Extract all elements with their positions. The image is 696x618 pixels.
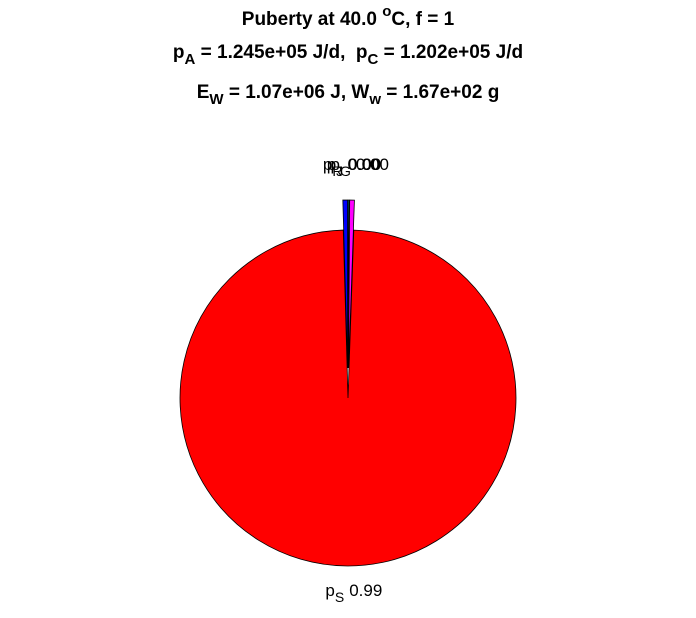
chart-title: pA = 1.245e+05 J/d, pC = 1.202e+05 J/d <box>173 42 523 68</box>
value-label: 0.00 <box>356 155 389 174</box>
value-label: 0.99 <box>349 581 382 600</box>
value-label: 0.00 <box>348 155 381 174</box>
text-part: G <box>340 163 351 179</box>
text-part: R <box>332 163 342 179</box>
slice-label: pJ 0.00 <box>327 155 382 179</box>
text-part: p <box>173 42 185 63</box>
text-part: = 1.202e+05 J/d <box>378 42 523 63</box>
text-part: o <box>382 3 391 20</box>
text-part: C, f = 1 <box>391 9 454 30</box>
text-part: S <box>335 589 344 605</box>
text-part: w <box>368 91 381 108</box>
slice-label: pG 0.00 <box>330 155 388 179</box>
text-part: = 1.67e+02 g <box>381 82 499 103</box>
text-part: = 1.245e+05 J/d, p <box>195 42 367 63</box>
chart-title: Puberty at 40.0 oC, f = 1 <box>242 3 455 30</box>
value-label: 0.00 <box>347 155 380 174</box>
text-part: = 1.07e+06 J, W <box>224 82 370 103</box>
text-part: Puberty at 40.0 <box>242 9 382 30</box>
pie-slice <box>348 199 355 369</box>
text-part: J <box>336 163 343 179</box>
pie-slice <box>342 199 348 369</box>
text-part: p <box>330 155 339 174</box>
slice-label: pR 0.00 <box>323 155 381 179</box>
text-part: p <box>325 581 334 600</box>
pie-slice <box>179 229 517 567</box>
text-part: E <box>197 82 210 103</box>
pie-slice <box>347 199 350 369</box>
slice-label: pS 0.99 <box>325 581 382 605</box>
text-part: p <box>323 155 332 174</box>
text-part: C <box>368 51 379 68</box>
chart-title: EW = 1.07e+06 J, Ww = 1.67e+02 g <box>197 82 500 108</box>
text-part: A <box>185 51 196 68</box>
text-part: W <box>209 91 224 108</box>
text-part: p <box>327 155 336 174</box>
